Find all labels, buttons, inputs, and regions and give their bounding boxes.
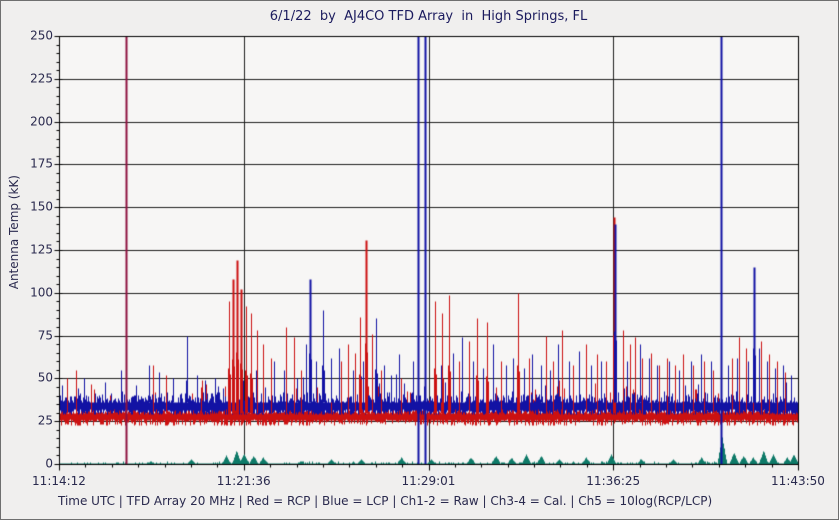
status-bar-text: Time UTC | TFD Array 20 MHz | Red = RCP … <box>58 494 713 508</box>
y-tick-label-75: 75 <box>37 328 53 343</box>
y-tick-label-225: 225 <box>30 71 53 86</box>
x-tick-label-2: 11:29:01 <box>401 474 456 488</box>
x-tick-label-3: 11:36:25 <box>586 474 641 488</box>
y-tick-label-200: 200 <box>30 114 53 129</box>
y-tick-label-125: 125 <box>30 242 53 257</box>
x-tick-label-0: 11:14:12 <box>32 474 86 488</box>
y-tick-label-25: 25 <box>37 413 53 428</box>
x-tick-label-1: 11:21:36 <box>216 474 271 488</box>
chart-title: 6/1/22 by AJ4CO TFD Array in High Spring… <box>269 9 588 24</box>
x-tick-label-4: 11:43:50 <box>771 474 825 488</box>
y-tick-label-175: 175 <box>30 156 53 171</box>
y-tick-label-150: 150 <box>30 199 53 214</box>
y-axis-label: Antenna Temp (kK) <box>7 175 21 290</box>
y-tick-label-100: 100 <box>30 285 53 300</box>
y-tick-label-50: 50 <box>37 370 53 385</box>
y-tick-label-0: 0 <box>45 456 53 471</box>
y-tick-label-250: 250 <box>30 28 53 43</box>
